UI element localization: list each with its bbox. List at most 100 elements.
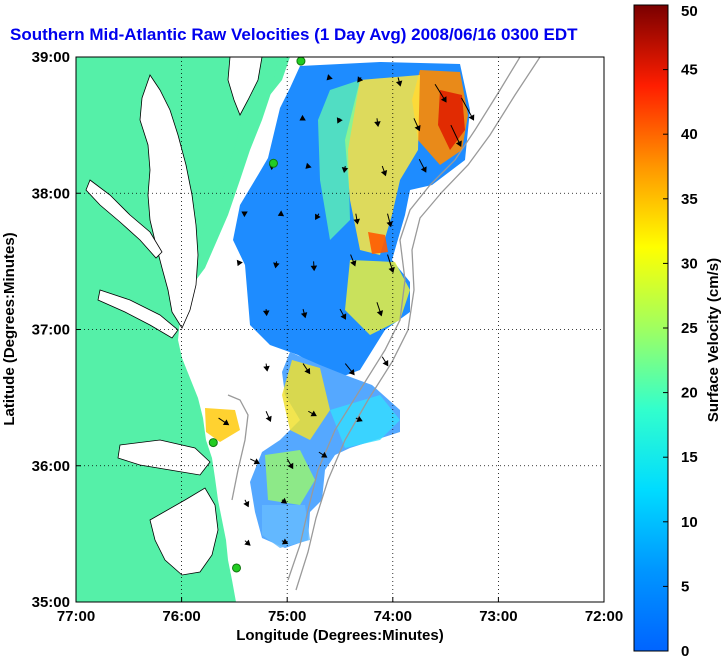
velocity-arrow — [341, 165, 349, 174]
velocity-arrow — [302, 363, 311, 375]
velocity-vectors — [218, 74, 475, 546]
speed-green-band — [318, 80, 360, 240]
colorbar-tick-label: 50 — [681, 3, 698, 20]
velocity-arrow — [386, 213, 393, 228]
lat-tick-label: 36:00 — [32, 458, 70, 475]
velocity-arrow — [262, 309, 270, 317]
inland-water — [85, 57, 263, 576]
colorbar-tick-label: 20 — [681, 385, 698, 402]
colorbar-tick-label: 5 — [681, 578, 689, 595]
velocity-arrow — [380, 165, 388, 177]
velocity-arrow — [336, 117, 343, 124]
speed-hot-east — [438, 90, 465, 150]
colorbar: 0 5 10 15 20 25 30 35 40 45 50 Surface Velocity (c… — [633, 3, 722, 659]
x-axis-label: Longitude (Degrees:Minutes) — [236, 627, 444, 644]
velocity-arrow — [387, 254, 395, 274]
velocity-arrow — [241, 211, 248, 218]
velocity-coverage — [205, 62, 470, 548]
york-james-rivers — [97, 289, 179, 339]
velocity-arrow — [350, 254, 357, 267]
radar-stations — [208, 57, 306, 573]
land-delmarva — [190, 57, 278, 280]
coverage-west-patch — [205, 408, 240, 442]
station-north-marker — [296, 57, 306, 66]
isobath-hatteras-inner — [227, 394, 249, 501]
velocity-arrow — [418, 158, 427, 173]
colorbar-tick-label: 40 — [681, 126, 698, 143]
velocity-arrow — [273, 261, 280, 269]
colorbar-tick-label: 45 — [681, 62, 698, 79]
velocity-arrow — [450, 124, 462, 147]
lat-tick-label: 38:00 — [32, 185, 70, 202]
velocity-arrow — [374, 118, 381, 127]
velocity-arrow — [315, 213, 321, 221]
lon-ticks: 77:00 76:00 75:00 74:00 73:00 72:00 — [57, 597, 623, 625]
land-mainland — [76, 57, 290, 602]
velocity-arrow — [353, 213, 360, 225]
lat-ticks: 35:00 36:00 37:00 38:00 39:00 — [32, 49, 81, 611]
velocity-arrow — [381, 356, 389, 367]
albemarle-sound — [117, 439, 211, 476]
station-delaware-marker — [268, 158, 278, 168]
velocity-arrow — [344, 363, 355, 376]
lon-tick-label: 73:00 — [479, 608, 517, 625]
velocity-arrow — [310, 261, 318, 272]
lat-tick-label: 37:00 — [32, 322, 70, 339]
velocity-arrow — [355, 415, 363, 422]
delaware-bay — [227, 57, 263, 116]
lat-tick-label: 39:00 — [32, 49, 70, 66]
velocity-arrow — [280, 497, 288, 504]
velocity-arrow — [461, 97, 475, 121]
speed-lightblue-south — [262, 505, 310, 548]
colorbar-tick-label: 10 — [681, 514, 698, 531]
colorbar-tick-label: 15 — [681, 449, 698, 466]
velocity-arrow — [308, 410, 317, 417]
velocity-arrow — [339, 308, 347, 320]
potomac-river — [85, 179, 163, 259]
velocity-arrow — [281, 538, 289, 545]
speed-yellow-band — [345, 75, 420, 255]
speed-orange-spot — [368, 232, 388, 254]
colorbar-gradient — [633, 4, 669, 652]
lon-tick-label: 74:00 — [374, 608, 412, 625]
colorbar-tick-label: 35 — [681, 191, 698, 208]
speed-yellow-south — [282, 360, 330, 440]
velocity-arrow — [376, 302, 384, 317]
velocity-arrow — [277, 210, 285, 217]
colorbar-label: Surface Velocity (cm/s) — [705, 258, 722, 422]
velocity-arrow — [263, 363, 270, 372]
velocity-arrow — [299, 114, 306, 121]
velocity-arrow — [243, 499, 250, 508]
velocity-arrow — [218, 417, 230, 426]
isobath-shelf-break-2 — [295, 57, 541, 591]
speed-yellow-mid — [345, 260, 410, 335]
map-title: Southern Mid-Atlantic Raw Velocities (1 … — [10, 25, 578, 44]
station-hatteras-marker — [232, 563, 242, 573]
lat-tick-label: 35:00 — [32, 594, 70, 611]
velocity-arrow — [244, 539, 251, 546]
pamlico-sound — [149, 487, 219, 576]
velocity-arrow — [305, 162, 312, 169]
lon-tick-label: 76:00 — [162, 608, 200, 625]
map-panel: 77:00 76:00 75:00 74:00 73:00 72:00 35:00 36:0… — [1, 49, 623, 644]
velocity-arrow — [318, 451, 328, 458]
colorbar-tick-label: 0 — [681, 643, 689, 659]
speed-green-south — [265, 450, 315, 505]
velocity-arrow — [250, 458, 260, 465]
isobaths — [227, 57, 541, 591]
y-axis-label: Latitude (Degrees:Minutes) — [1, 232, 18, 425]
velocity-arrow — [434, 83, 447, 103]
isobath-shelf-break-1 — [287, 57, 521, 581]
land — [76, 57, 290, 602]
lon-tick-label: 77:00 — [57, 608, 95, 625]
velocity-arrow — [357, 76, 364, 83]
velocity-arrow — [395, 77, 403, 87]
velocity-arrow — [265, 411, 272, 423]
velocity-arrow — [286, 458, 294, 470]
colorbar-tick-label: 30 — [681, 255, 698, 272]
velocity-arrow — [236, 259, 243, 267]
grid-lines — [76, 57, 604, 602]
velocity-arrow — [326, 74, 333, 81]
station-virginia-marker — [208, 438, 218, 448]
